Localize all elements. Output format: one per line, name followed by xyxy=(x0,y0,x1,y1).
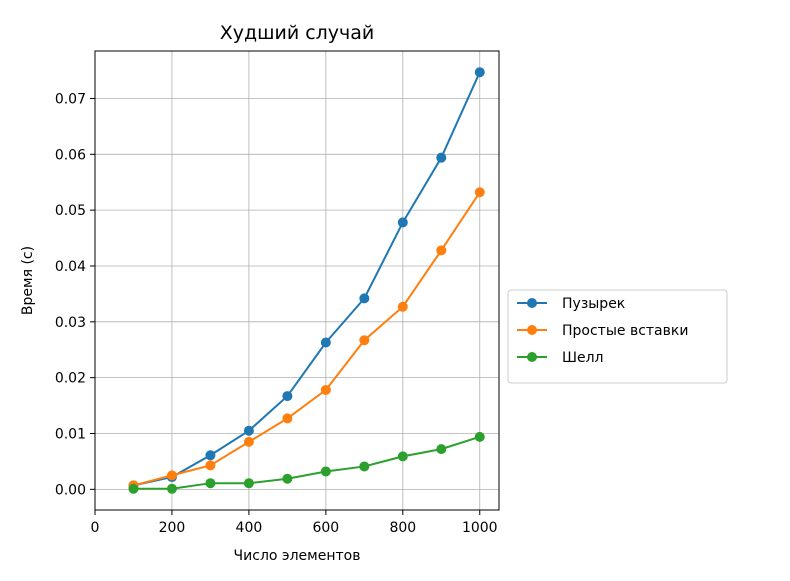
legend-item: Шелл xyxy=(517,350,603,366)
series-1 xyxy=(128,67,485,491)
y-tick-label: 0.03 xyxy=(55,315,86,331)
series-2 xyxy=(128,187,485,491)
x-axis: 0 200 400 600 800 1000 xyxy=(91,510,498,536)
legend-box xyxy=(507,289,728,384)
data-point xyxy=(166,470,177,481)
x-tick-label: 200 xyxy=(159,520,186,536)
series-line xyxy=(133,435,481,490)
x-tick-label: 600 xyxy=(312,520,339,536)
legend: Пузырек Простые вставки Шелл xyxy=(507,289,728,384)
data-point xyxy=(205,478,216,489)
data-point xyxy=(166,483,177,494)
x-tick-label: 0 xyxy=(91,520,100,536)
x-tick-label: 800 xyxy=(389,520,416,536)
data-point xyxy=(359,335,370,346)
data-point xyxy=(359,293,370,304)
data-point xyxy=(128,483,139,494)
chart-title: Худший случай xyxy=(220,22,375,44)
data-point xyxy=(243,478,254,489)
y-tick-label: 0.06 xyxy=(55,147,86,163)
legend-label: Простые вставки xyxy=(562,323,688,339)
data-point xyxy=(397,451,408,462)
data-point xyxy=(243,425,254,436)
y-tick-label: 0.04 xyxy=(55,259,86,275)
legend-marker xyxy=(527,325,537,335)
legend-label: Шелл xyxy=(562,350,603,366)
y-tick-label: 0.00 xyxy=(55,482,86,498)
x-tick-label: 400 xyxy=(236,520,263,536)
legend-marker xyxy=(527,352,537,362)
data-point xyxy=(282,473,293,484)
y-axis: 0.00 0.01 0.02 0.03 0.04 0.05 0.06 0.07 xyxy=(55,91,95,498)
x-tick-label: 1000 xyxy=(462,520,498,536)
data-point xyxy=(474,431,485,442)
data-point xyxy=(359,461,370,472)
data-point xyxy=(320,337,331,348)
y-tick-label: 0.02 xyxy=(55,371,86,387)
legend-marker xyxy=(527,298,537,308)
series-line xyxy=(133,191,481,487)
data-point xyxy=(436,152,447,163)
grid xyxy=(94,51,499,510)
legend-item: Простые вставки xyxy=(517,323,688,339)
data-point xyxy=(320,384,331,395)
series-layer xyxy=(128,67,485,494)
legend-label: Пузырек xyxy=(562,296,625,312)
data-point xyxy=(282,413,293,424)
data-point xyxy=(205,450,216,461)
data-point xyxy=(282,391,293,402)
data-point xyxy=(397,301,408,312)
data-point xyxy=(397,217,408,228)
y-tick-label: 0.05 xyxy=(55,203,86,219)
legend-item: Пузырек xyxy=(517,296,625,312)
plot-frame xyxy=(94,50,500,511)
y-axis-label: Время (с) xyxy=(20,246,36,315)
data-point xyxy=(205,460,216,471)
x-axis-label: Число элементов xyxy=(234,548,361,564)
data-point xyxy=(436,245,447,256)
data-point xyxy=(436,444,447,455)
y-tick-label: 0.07 xyxy=(55,91,86,107)
y-tick-label: 0.01 xyxy=(55,427,86,443)
series-line xyxy=(133,71,481,487)
data-point xyxy=(243,436,254,447)
data-point xyxy=(474,67,485,78)
series-3 xyxy=(128,431,485,494)
data-point xyxy=(474,187,485,198)
data-point xyxy=(320,466,331,477)
